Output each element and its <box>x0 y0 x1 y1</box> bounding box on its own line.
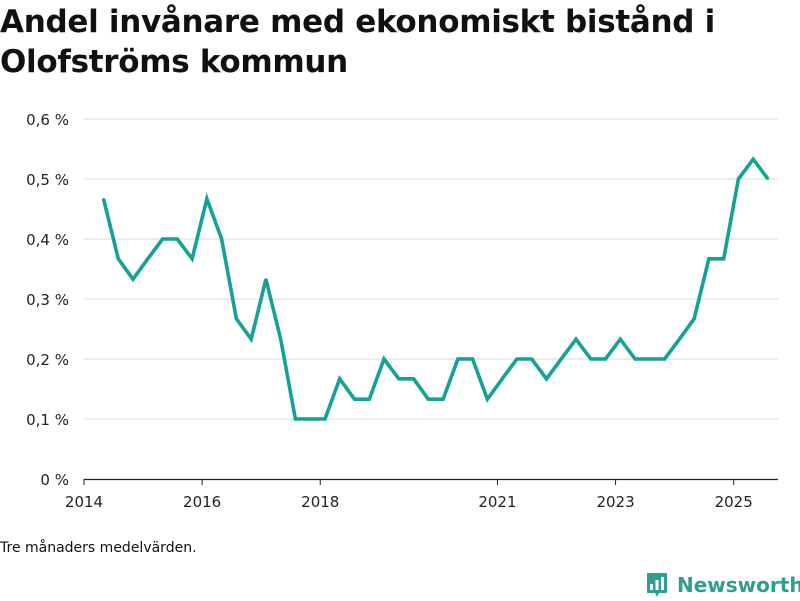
data-point <box>191 257 194 260</box>
data-point <box>708 257 710 260</box>
data-point <box>722 257 725 260</box>
data-point <box>767 178 769 180</box>
y-tick-label: 0,6 % <box>26 111 69 129</box>
x-axis: 2014 2016 2018 2021 2023 2025 <box>65 478 778 511</box>
data-point <box>752 158 755 161</box>
data-point <box>294 418 297 420</box>
data-point <box>457 358 459 360</box>
bar-chart-logo-icon <box>647 573 667 597</box>
brand-name: Newsworthy <box>677 573 800 597</box>
data-point <box>161 238 164 240</box>
data-point <box>486 398 489 401</box>
data-point <box>265 278 267 281</box>
x-tick-label: 2023 <box>596 493 634 511</box>
chart-note: Tre månaders medelvärden. <box>0 540 197 556</box>
data-point <box>427 398 430 401</box>
data-point <box>220 238 223 240</box>
data-point <box>663 358 666 360</box>
data-point <box>368 398 371 401</box>
y-axis-ticks: 0 % 0,1 % 0,2 % 0,3 % 0,4 % 0,5 % 0,6 % <box>26 111 69 489</box>
data-point <box>338 377 341 380</box>
data-point <box>575 338 577 341</box>
x-tick-label: 2016 <box>183 493 221 511</box>
series-group <box>101 156 770 421</box>
data-point <box>678 338 681 341</box>
chart-title: Andel invånare med ekonomiskt bistånd i … <box>0 4 715 80</box>
data-point <box>117 257 120 260</box>
data-point <box>146 257 149 260</box>
y-tick-label: 0,2 % <box>26 351 69 369</box>
data-point <box>279 338 282 341</box>
y-tick-label: 0,4 % <box>26 231 69 249</box>
data-point <box>383 358 385 360</box>
data-point <box>604 358 607 360</box>
y-tick-label: 0 % <box>40 471 69 489</box>
brand-logo: Newsworthy <box>645 569 800 601</box>
data-point <box>412 377 415 380</box>
data-point <box>693 317 695 320</box>
data-point <box>206 197 208 200</box>
x-tick-label: 2025 <box>715 493 753 511</box>
series-line <box>101 156 770 421</box>
y-tick-label: 0,3 % <box>26 291 69 309</box>
x-tick-label: 2018 <box>301 493 339 511</box>
data-point <box>560 358 563 360</box>
data-point <box>545 377 548 380</box>
data-point <box>530 358 533 360</box>
data-point <box>737 178 740 180</box>
data-point <box>516 358 518 360</box>
data-point <box>102 197 105 200</box>
x-tick-label: 2021 <box>478 493 516 511</box>
data-point <box>235 317 238 320</box>
gridlines <box>84 118 778 420</box>
data-point <box>309 418 312 420</box>
data-point <box>397 377 400 380</box>
data-point <box>634 358 636 360</box>
data-point <box>619 338 622 341</box>
data-point <box>589 358 592 360</box>
data-point <box>471 358 474 360</box>
y-tick-label: 0,1 % <box>26 411 69 429</box>
data-point <box>324 418 326 420</box>
x-tick-label: 2014 <box>65 493 103 511</box>
data-point <box>132 278 134 281</box>
data-point <box>250 338 253 341</box>
data-point <box>648 358 651 360</box>
data-point <box>353 398 356 401</box>
data-point <box>442 398 444 401</box>
data-point <box>501 377 504 380</box>
data-point <box>176 238 179 240</box>
y-tick-label: 0,5 % <box>26 171 69 189</box>
